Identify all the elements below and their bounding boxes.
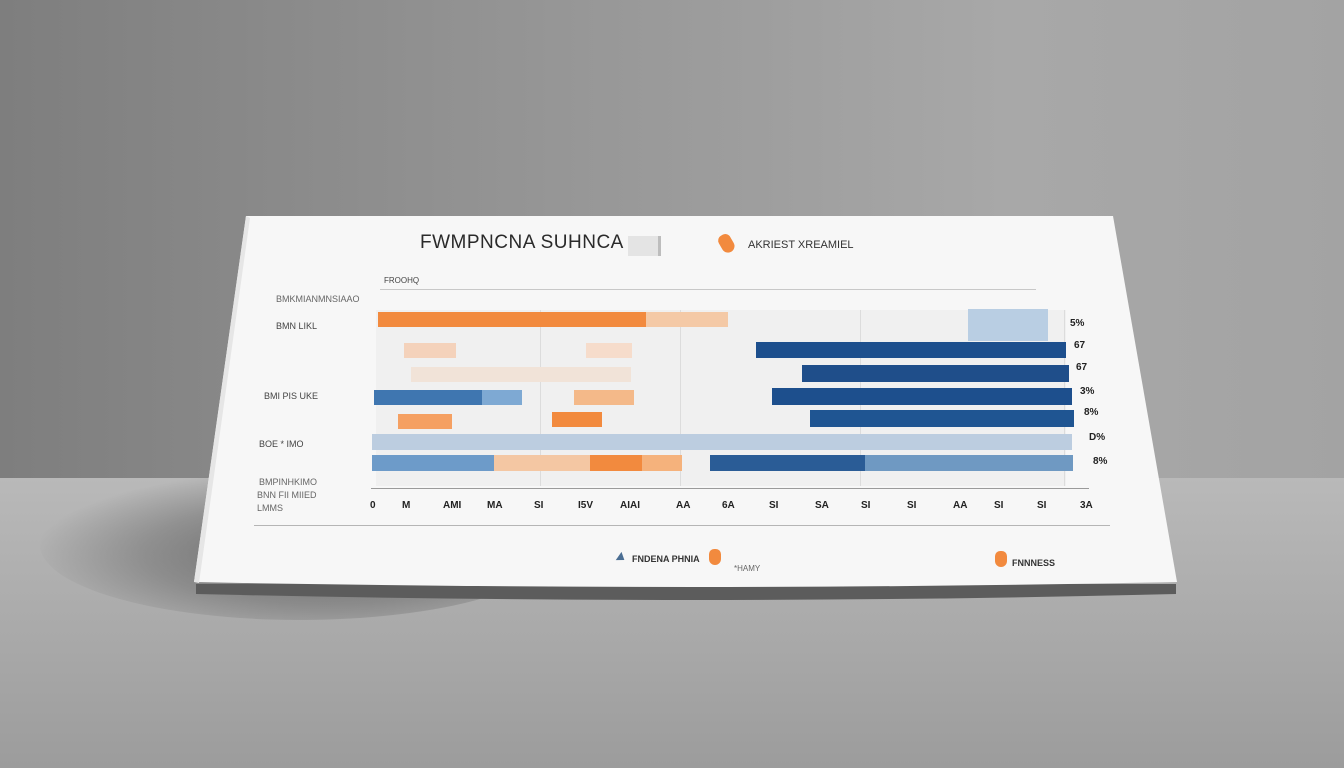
right-label: 67 — [1074, 340, 1086, 351]
x-tick: MA — [487, 500, 503, 511]
right-label: 3% — [1080, 386, 1095, 397]
x-tick: AIAI — [620, 500, 640, 511]
x-tick: 3A — [1080, 500, 1093, 511]
y-label-3: BMI PIS UKE — [264, 391, 319, 401]
x-tick: SI — [769, 500, 779, 511]
bar-row7-orange-b — [642, 455, 682, 471]
chart-title: FWMPNCNA SUHNCA — [420, 232, 624, 253]
x-axis-line — [371, 488, 1089, 489]
x-tick: SI — [907, 500, 917, 511]
gridline — [680, 310, 681, 486]
x-tick: AMI — [443, 500, 462, 511]
bar-row7-light-orange — [494, 455, 590, 471]
footer-rule — [254, 525, 1110, 526]
bar-row4-blue — [374, 390, 482, 405]
bar-row4-navy — [772, 388, 1072, 405]
right-label: 8% — [1093, 456, 1108, 467]
bar-row2-light-orange — [404, 343, 456, 358]
legend-bottom-note: *HAMY — [734, 564, 761, 573]
y-label-7: LMMS — [257, 503, 284, 513]
legend-dot-icon — [995, 551, 1007, 567]
y-label-5: BMPINHKIMO — [259, 477, 318, 487]
y-label-6: BNN FII MIIED — [257, 490, 317, 500]
bar-row1-orange — [378, 312, 646, 327]
title-tab — [628, 236, 661, 256]
x-tick: SI — [534, 500, 544, 511]
card-left-edge — [194, 216, 250, 583]
bar-row3-light — [411, 367, 631, 382]
card-thickness — [196, 584, 1176, 600]
right-label: 5% — [1070, 318, 1085, 329]
y-label-1: BMKMIANMNSIAAO — [276, 294, 360, 304]
bar-row5-orange — [398, 414, 452, 429]
bar-row6-pale-blue — [372, 434, 1072, 450]
bar-row1-light-orange — [646, 312, 728, 327]
legend-top-label: AKRIEST XREAMIEL — [748, 239, 854, 251]
y-label-4: BOE * IMO — [259, 439, 304, 449]
x-tick: SI — [861, 500, 871, 511]
header-rule — [380, 289, 1036, 290]
right-label: 8% — [1084, 407, 1099, 418]
x-tick: 6A — [722, 500, 735, 511]
x-tick: SA — [815, 500, 829, 511]
legend-bottom-label-1: FNDENA PHNIA — [632, 554, 700, 564]
chart-sublabel: FROOHQ — [384, 276, 420, 285]
bar-row3-navy — [802, 365, 1069, 382]
bar-row5-navy — [810, 410, 1074, 427]
x-tick: AA — [676, 500, 691, 511]
gridline — [540, 310, 541, 486]
x-tick: SI — [994, 500, 1004, 511]
x-tick: 0 — [370, 500, 376, 511]
bar-row7-steel-b — [865, 455, 1073, 471]
legend-dot-icon — [709, 549, 721, 565]
x-tick: SI — [1037, 500, 1047, 511]
right-label: D% — [1089, 432, 1106, 443]
bar-row7-orange — [590, 455, 642, 471]
bar-row2-light-orange-b — [586, 343, 632, 358]
bar-row1-pale-blue — [968, 309, 1048, 341]
x-tick: M — [402, 500, 411, 511]
bar-row5-orange-b — [552, 412, 602, 427]
x-tick: I5V — [578, 500, 594, 511]
bar-row2-navy — [756, 342, 1066, 358]
y-label-2: BMN LIKL — [276, 321, 318, 331]
right-label: 67 — [1076, 362, 1088, 373]
legend-bottom-label-2: FNNNESS — [1012, 558, 1056, 568]
x-tick: AA — [953, 500, 968, 511]
bar-row4-light-blue — [482, 390, 522, 405]
bar-row4-orange — [574, 390, 634, 405]
bar-row7-navy — [710, 455, 865, 471]
bar-row7-steel — [372, 455, 494, 471]
